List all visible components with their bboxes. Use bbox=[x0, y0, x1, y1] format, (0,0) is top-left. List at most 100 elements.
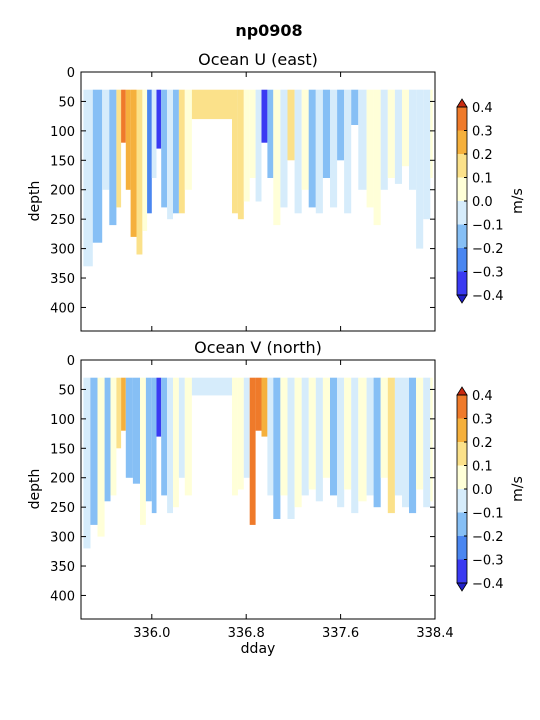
profile-stripe bbox=[267, 377, 274, 496]
panel-u: Ocean U (east) 050100150200250300350400 … bbox=[27, 50, 526, 332]
x-axis-v: 336.0 336.8 337.6 338.4 bbox=[133, 360, 454, 641]
plot-frame-v bbox=[80, 359, 436, 620]
profile-stripe bbox=[387, 377, 395, 514]
y-tick-label: 50 bbox=[58, 95, 75, 110]
profile-stripe bbox=[261, 89, 268, 143]
profile-stripe bbox=[116, 89, 122, 208]
colorbar-under-arrow bbox=[456, 294, 468, 304]
colorbar-tick-label: −0.2 bbox=[472, 530, 504, 545]
profile-stripe bbox=[104, 377, 111, 502]
profile-stripe bbox=[132, 377, 140, 484]
profile-stripe bbox=[184, 89, 192, 190]
profile-stripe bbox=[243, 89, 250, 202]
profile-stripe bbox=[255, 377, 262, 431]
colorbar-u: 0.4 0.3 0.2 0.1 0.0 −0.1 −0.2 −0.3 −0.4 m/s bbox=[456, 98, 526, 304]
y-tick-label: 200 bbox=[50, 184, 75, 199]
profile-stripe bbox=[351, 377, 359, 514]
profile-stripe bbox=[330, 89, 338, 208]
profile-stripe bbox=[140, 377, 146, 525]
profile-stripe bbox=[387, 89, 395, 178]
profile-stripe bbox=[184, 377, 192, 496]
profile-stripe bbox=[121, 89, 126, 143]
profile-stripe bbox=[330, 377, 338, 496]
y-tick-label: 200 bbox=[50, 472, 75, 487]
profile-stripe bbox=[409, 377, 417, 514]
colorbar-segment bbox=[457, 154, 467, 178]
profile-stripe bbox=[161, 89, 168, 208]
y-tick-label: 400 bbox=[50, 301, 75, 316]
profile-stripe bbox=[125, 89, 131, 190]
y-tick-label: 150 bbox=[50, 442, 75, 457]
colorbar-segment bbox=[457, 107, 467, 131]
colorbar-tick-label: 0.1 bbox=[472, 172, 493, 187]
profile-stripe bbox=[109, 89, 117, 226]
colorbar-tick-label: 0.3 bbox=[472, 125, 493, 140]
profile-stripe bbox=[261, 377, 268, 437]
plot-area-v bbox=[83, 377, 433, 549]
colorbar-label: m/s bbox=[510, 188, 526, 214]
profile-stripe bbox=[416, 377, 424, 490]
profile-stripe bbox=[121, 377, 126, 431]
profile-stripe bbox=[337, 377, 345, 508]
y-tick-label: 350 bbox=[50, 560, 75, 575]
profile-stripe bbox=[287, 377, 295, 519]
profile-stripe bbox=[273, 89, 281, 226]
profile-stripe bbox=[280, 377, 288, 496]
colorbar-tick-label: −0.1 bbox=[472, 219, 504, 234]
colorbar-segment bbox=[457, 130, 467, 154]
colorbar-tick-label: 0.0 bbox=[472, 483, 493, 498]
colorbar-tick-label: −0.3 bbox=[472, 266, 504, 281]
colorbar-label: m/s bbox=[510, 476, 526, 502]
profile-stripe bbox=[167, 89, 173, 220]
y-axis-u: 0 50 100 150 200 250 300 350 400 bbox=[50, 66, 435, 316]
colorbar-tick-label: −0.3 bbox=[472, 554, 504, 569]
profile-stripe bbox=[294, 377, 302, 508]
profile-stripe bbox=[358, 89, 367, 190]
profile-stripe bbox=[351, 89, 359, 125]
colorbar-segment bbox=[457, 395, 467, 419]
x-tick-label: 337.6 bbox=[322, 626, 359, 641]
y-tick-label: 300 bbox=[50, 243, 75, 258]
profile-stripe bbox=[156, 377, 162, 437]
colorbar-over-arrow bbox=[456, 386, 468, 396]
profile-stripe bbox=[125, 377, 133, 478]
profile-stripe bbox=[373, 377, 381, 508]
profile-stripe bbox=[322, 89, 330, 178]
profile-stripe bbox=[301, 377, 309, 496]
profile-stripe bbox=[237, 377, 244, 490]
profile-stripe bbox=[249, 89, 256, 178]
profile-stripe bbox=[191, 377, 232, 396]
profile-stripe bbox=[394, 377, 402, 496]
profile-stripe bbox=[416, 89, 424, 249]
colorbar-segment bbox=[457, 442, 467, 466]
profile-stripe bbox=[173, 89, 179, 214]
y-axis-label-u: depth bbox=[27, 181, 43, 222]
colorbar-under-arrow bbox=[456, 582, 468, 592]
profile-stripe bbox=[423, 377, 431, 508]
x-axis-label: dday bbox=[241, 641, 276, 657]
colorbar-tick-label: 0.0 bbox=[472, 195, 493, 210]
profile-stripe bbox=[178, 89, 185, 214]
colorbar-tick-label: 0.1 bbox=[472, 460, 493, 475]
colorbar-segment bbox=[457, 559, 467, 583]
colorbar-segment bbox=[457, 201, 467, 225]
colorbar-segment bbox=[457, 489, 467, 513]
y-tick-label: 100 bbox=[50, 125, 75, 140]
colorbar-segment bbox=[457, 536, 467, 560]
colorbar-segment bbox=[457, 177, 467, 201]
y-tick-label: 250 bbox=[50, 213, 75, 228]
profile-stripe bbox=[145, 377, 152, 502]
colorbar-tick-label: 0.4 bbox=[472, 389, 493, 404]
profile-stripe bbox=[294, 89, 302, 214]
colorbar-tick-label: −0.4 bbox=[472, 577, 504, 592]
colorbar-segment bbox=[457, 248, 467, 272]
profile-stripe bbox=[136, 89, 143, 255]
colorbar-tick-label: 0.2 bbox=[472, 148, 493, 163]
profile-stripe bbox=[232, 89, 238, 214]
colorbar-tick-label: −0.1 bbox=[472, 507, 504, 522]
colorbar-segment bbox=[457, 224, 467, 248]
y-tick-label: 400 bbox=[50, 589, 75, 604]
x-tick-label: 338.4 bbox=[416, 626, 453, 641]
profile-stripe bbox=[97, 377, 105, 537]
